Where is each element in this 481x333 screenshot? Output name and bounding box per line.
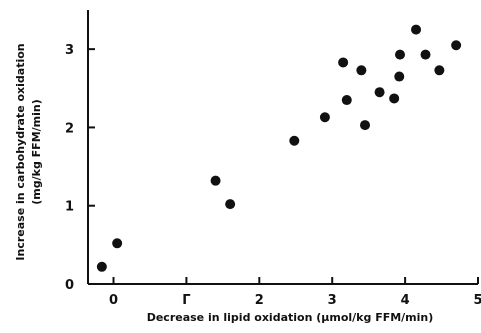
x-tick-label: 0 [109, 293, 118, 308]
data-point [434, 65, 445, 76]
x-tick-label: Γ [182, 293, 190, 308]
data-point [394, 71, 405, 82]
data-point [341, 95, 352, 106]
x-tick-label: 3 [328, 293, 337, 308]
y-axis-title: Increase in carbohydrate oxidation (mg/k… [14, 43, 43, 260]
data-point [395, 49, 405, 60]
data-point [420, 49, 431, 60]
x-tick-label: 4 [401, 293, 410, 308]
y-tick-label: 1 [65, 200, 74, 215]
data-point [225, 199, 236, 210]
y-tick-label: 2 [65, 121, 74, 136]
data-point [338, 57, 349, 68]
data-point [374, 87, 385, 98]
data-point [210, 175, 221, 186]
y-tick-label: 0 [65, 278, 74, 293]
data-point [319, 112, 330, 123]
data-point [360, 120, 371, 131]
data-point [289, 135, 300, 146]
data-point [112, 238, 123, 249]
x-axis-title: Decrease in lipid oxidation (μmol/kg FFM… [147, 311, 434, 324]
data-point [451, 40, 462, 51]
data-point [411, 24, 422, 35]
data-point [96, 261, 107, 272]
y-tick-label: 3 [65, 43, 74, 58]
data-point [389, 93, 400, 104]
x-tick-label: 2 [255, 293, 264, 308]
y-axis-title-line2: (mg/kg FFM/min) [30, 99, 43, 204]
y-axis-title-line1: Increase in carbohydrate oxidation [14, 43, 27, 260]
data-point [356, 65, 367, 76]
x-tick-label: 5 [473, 293, 481, 308]
